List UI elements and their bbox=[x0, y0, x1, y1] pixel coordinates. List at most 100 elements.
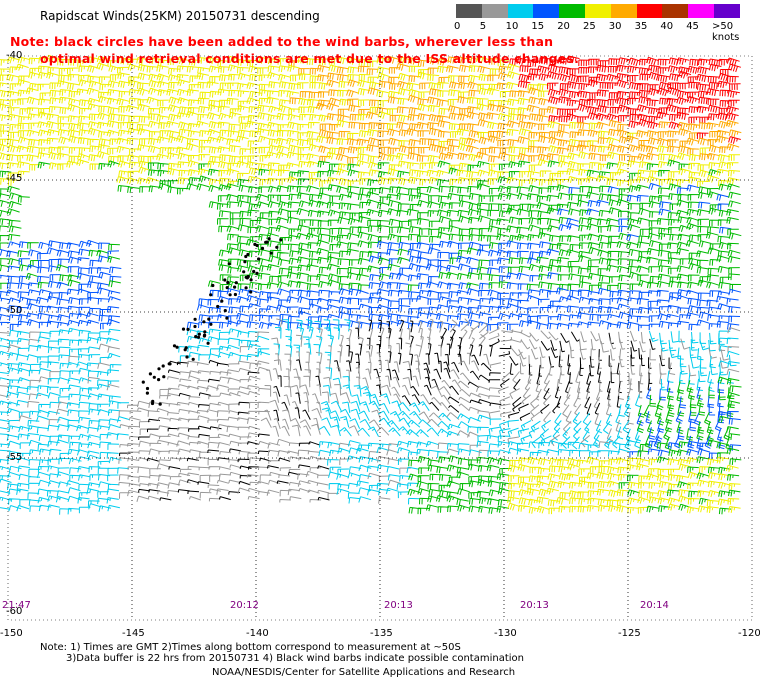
wind-barb bbox=[646, 99, 659, 107]
wind-barb bbox=[517, 97, 530, 105]
wind-barb bbox=[158, 474, 171, 481]
wind-barb bbox=[86, 362, 99, 370]
wind-barb bbox=[637, 450, 650, 457]
wind-barb bbox=[478, 234, 491, 242]
wind-barb bbox=[308, 441, 321, 446]
wind-barb bbox=[516, 113, 530, 122]
wind-barb bbox=[580, 331, 587, 343]
wind-barb bbox=[257, 248, 271, 256]
wind-barb bbox=[538, 441, 551, 449]
wind-barb bbox=[506, 63, 520, 72]
wind-barb bbox=[616, 321, 630, 329]
wind-barb bbox=[446, 443, 460, 450]
wind-barb bbox=[98, 105, 111, 113]
wind-barb bbox=[196, 72, 210, 81]
wind-barb bbox=[629, 330, 638, 342]
wind-barb bbox=[367, 488, 380, 496]
wind-barb bbox=[267, 240, 280, 247]
wind-barb bbox=[376, 304, 390, 312]
wind-barb bbox=[527, 289, 541, 296]
wind-barb bbox=[275, 216, 289, 224]
wind-barb bbox=[324, 327, 332, 339]
wind-barb bbox=[237, 265, 250, 273]
wind-barb bbox=[489, 68, 502, 76]
wind-barb bbox=[423, 362, 431, 374]
wind-barb bbox=[622, 420, 630, 434]
wind-barb bbox=[316, 200, 330, 208]
wind-barb bbox=[198, 175, 212, 183]
wind-barb bbox=[17, 291, 30, 298]
wind-barb bbox=[57, 58, 69, 66]
wind-barb bbox=[586, 372, 591, 385]
wind-barb bbox=[696, 319, 710, 326]
wind-barb bbox=[226, 168, 240, 176]
wind-barb bbox=[648, 182, 662, 190]
wind-barb bbox=[676, 90, 690, 98]
wind-barb bbox=[237, 100, 250, 108]
wind-barb bbox=[509, 234, 522, 242]
wind-barb bbox=[305, 232, 319, 241]
wind-barb bbox=[216, 479, 229, 484]
wind-barb bbox=[197, 425, 210, 430]
wind-barb bbox=[15, 63, 29, 71]
wind-barb bbox=[37, 312, 50, 320]
wind-barb bbox=[526, 193, 540, 200]
wind-barb bbox=[9, 323, 22, 331]
wind-barb bbox=[277, 258, 291, 266]
wind-barb bbox=[157, 59, 170, 66]
wind-barb bbox=[17, 196, 30, 203]
wind-barb bbox=[368, 122, 381, 130]
wind-barb bbox=[338, 177, 352, 186]
wind-barb bbox=[9, 83, 22, 90]
wind-barb bbox=[526, 104, 540, 113]
wind-barb bbox=[378, 497, 391, 504]
wind-barb bbox=[478, 87, 492, 96]
wind-barb bbox=[326, 304, 340, 311]
contamination-marker bbox=[185, 355, 189, 359]
wind-barb bbox=[648, 64, 661, 73]
wind-barb bbox=[159, 435, 171, 440]
wind-barb bbox=[427, 495, 440, 503]
wind-barb bbox=[508, 257, 521, 265]
wind-barb bbox=[668, 227, 680, 234]
wind-barb bbox=[321, 417, 332, 429]
wind-barb bbox=[159, 130, 172, 137]
wind-barb bbox=[458, 200, 472, 208]
wind-barb bbox=[685, 289, 699, 297]
wind-barb bbox=[678, 503, 692, 511]
wind-barb bbox=[346, 345, 350, 357]
wind-barb bbox=[326, 131, 339, 139]
wind-barb bbox=[427, 464, 441, 472]
wind-barb bbox=[536, 496, 549, 504]
wind-barb bbox=[698, 122, 711, 130]
wind-barb bbox=[138, 155, 151, 163]
wind-barb bbox=[427, 298, 440, 306]
wind-barb bbox=[468, 337, 475, 350]
wind-barb bbox=[158, 182, 172, 190]
wind-barb bbox=[323, 376, 332, 389]
wind-barb bbox=[385, 375, 391, 387]
wind-barb bbox=[259, 265, 272, 272]
wind-barb bbox=[266, 151, 279, 159]
contamination-marker bbox=[175, 345, 179, 349]
wind-barb bbox=[437, 81, 449, 89]
wind-barb bbox=[478, 112, 491, 120]
wind-barb bbox=[227, 377, 241, 384]
wind-barb bbox=[288, 442, 301, 446]
wind-barb bbox=[507, 502, 521, 511]
wind-barb bbox=[377, 100, 390, 107]
contamination-marker bbox=[245, 276, 249, 280]
wind-barb bbox=[516, 226, 529, 234]
wind-barb bbox=[518, 120, 531, 129]
wind-barb bbox=[398, 177, 411, 186]
wind-barb bbox=[538, 123, 550, 131]
wind-barb bbox=[509, 292, 522, 299]
wind-barb bbox=[48, 106, 61, 113]
wind-barb bbox=[397, 56, 411, 65]
wind-barb bbox=[417, 69, 430, 76]
wind-barb bbox=[6, 162, 20, 169]
wind-barb bbox=[541, 419, 551, 432]
wind-barb bbox=[347, 455, 360, 462]
wind-barb bbox=[0, 507, 11, 510]
wind-barb bbox=[716, 456, 730, 464]
